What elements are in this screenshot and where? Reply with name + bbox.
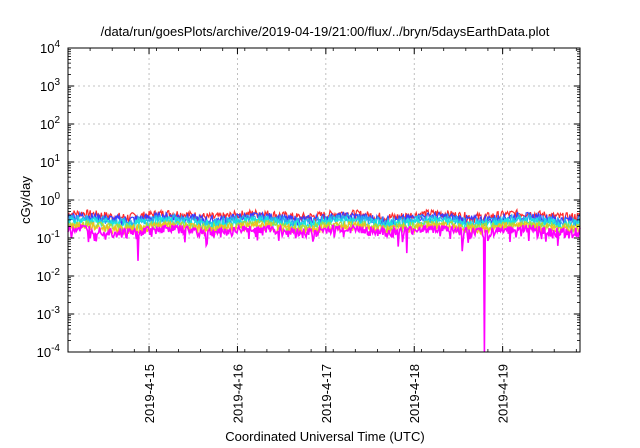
y-tick-label: 10-1 — [37, 229, 61, 246]
x-axis: 2019-4-15 2019-4-16 2019-4-17 2019-4-18 2019… — [67, 48, 577, 423]
x-tick-label: 2019-4-18 — [407, 364, 422, 423]
x-tick-label: 2019-4-16 — [230, 364, 245, 423]
y-tick-label: 101 — [40, 153, 60, 170]
y-tick-label: 102 — [40, 115, 60, 132]
series-line — [67, 223, 581, 353]
y-tick-label: 100 — [40, 191, 60, 208]
series-layer — [67, 208, 581, 353]
grid-lines — [68, 48, 580, 352]
y-tick-label: 104 — [40, 39, 60, 56]
y-axis-label: cGy/day — [18, 176, 33, 224]
y-tick-label: 10-2 — [37, 267, 61, 284]
series-line — [67, 214, 581, 233]
x-tick-label: 2019-4-17 — [319, 364, 334, 423]
chart-title: /data/run/goesPlots/archive/2019-04-19/2… — [101, 24, 550, 39]
x-tick-label: 2019-4-19 — [496, 364, 511, 423]
y-tick-label: 103 — [40, 77, 60, 94]
y-tick-label: 10-3 — [37, 305, 61, 322]
y-tick-label: 10-4 — [37, 343, 61, 360]
x-axis-label: Coordinated Universal Time (UTC) — [225, 429, 424, 444]
series-line — [67, 220, 581, 238]
x-tick-label: 2019-4-15 — [142, 364, 157, 423]
y-axis: 10-4 10-3 10-2 10-1 100 101 102 103 104 — [37, 39, 580, 360]
